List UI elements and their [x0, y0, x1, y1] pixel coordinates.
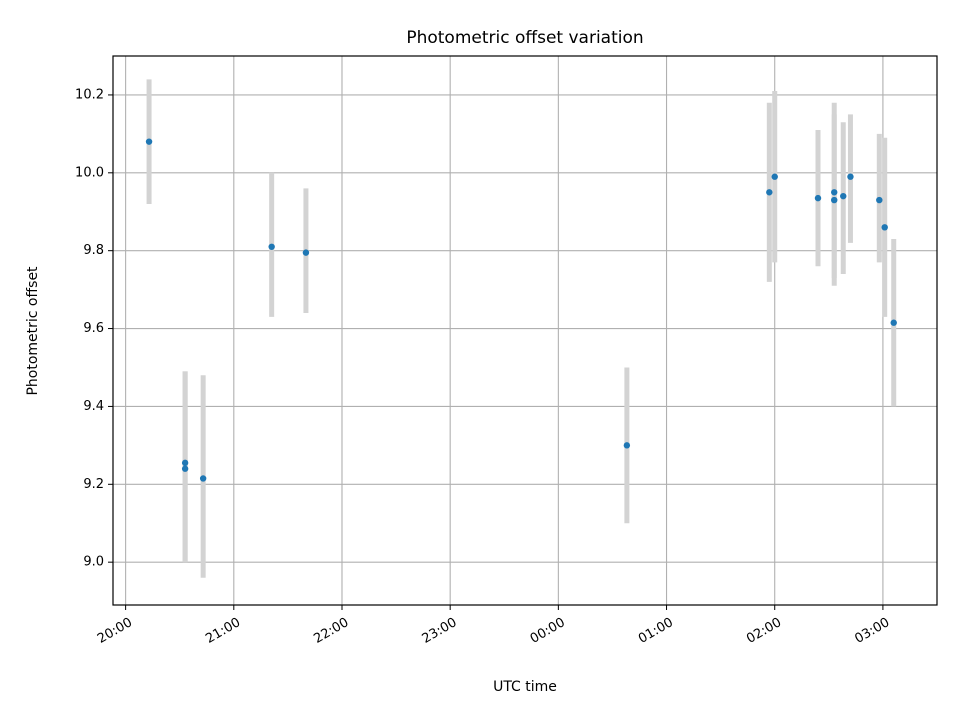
plot-frame [112, 55, 938, 606]
y-tick-label: 9.4 [83, 399, 104, 414]
y-tick-label: 9.6 [83, 321, 104, 336]
data-point [876, 196, 883, 204]
y-tick-label: 9.2 [83, 477, 104, 492]
data-point [840, 192, 847, 200]
data-point [831, 196, 838, 204]
data-point [890, 319, 897, 326]
y-axis-label: Photometric offset [25, 266, 41, 396]
y-axis-ticks: 9.0 9.2 9.4 9.6 9.8 10.0 10.2 [75, 87, 113, 570]
y-tick-label: 10.0 [75, 165, 104, 180]
data-point [268, 243, 275, 250]
grid [113, 56, 937, 605]
data-point [623, 442, 631, 449]
data-point [847, 173, 854, 180]
data-point [199, 475, 207, 482]
y-tick-label: 9.8 [83, 243, 104, 258]
data-point [181, 459, 189, 467]
x-axis-label: UTC time [493, 679, 557, 695]
data-point [766, 189, 773, 196]
data-point [145, 138, 153, 145]
data-point [181, 465, 189, 472]
data-point [831, 189, 838, 196]
data-points [145, 138, 897, 482]
y-tick-label: 9.0 [83, 555, 104, 570]
y-tick-label: 10.2 [75, 87, 104, 102]
data-point [771, 173, 778, 180]
data-point [302, 249, 310, 256]
data-point [881, 224, 888, 231]
chart-title: Photometric offset variation [406, 28, 643, 48]
data-point [814, 194, 822, 202]
